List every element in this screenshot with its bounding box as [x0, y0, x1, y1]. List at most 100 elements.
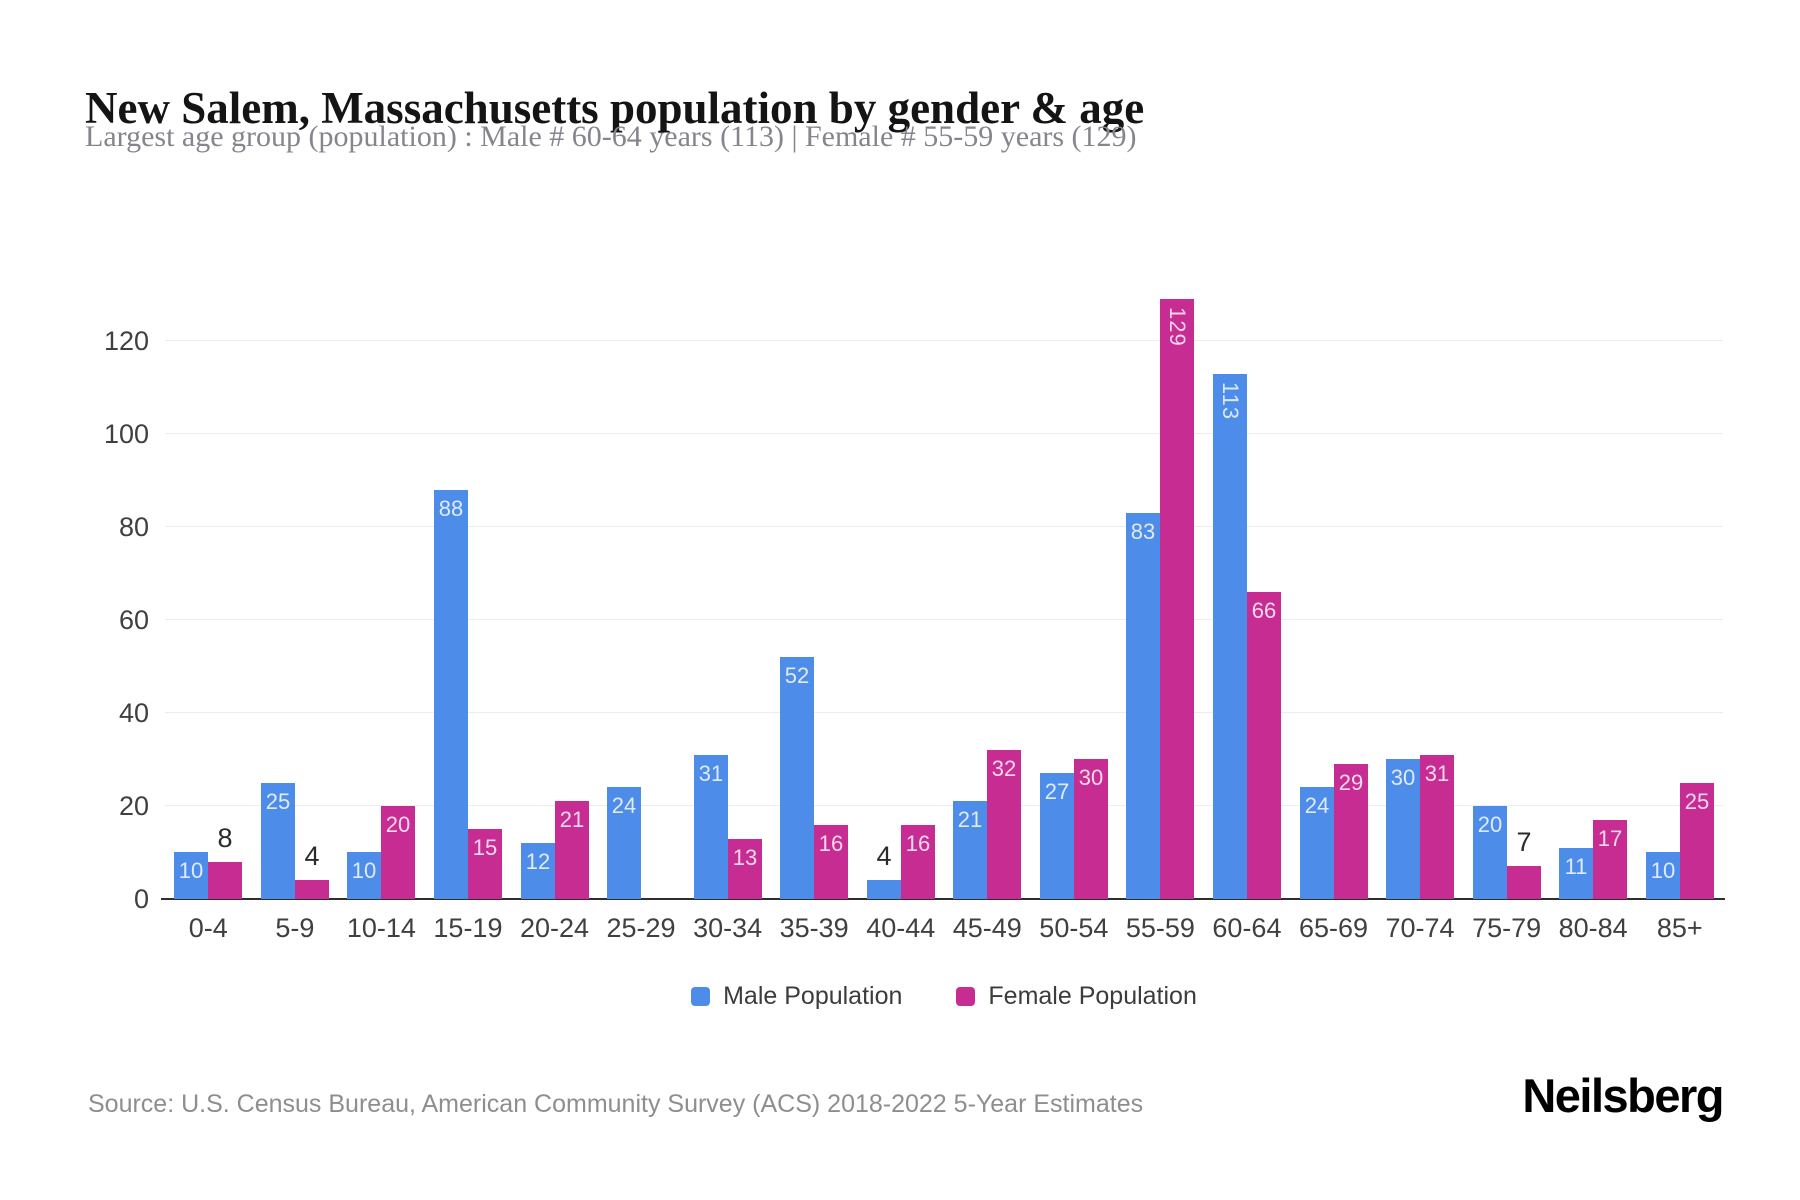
bar-male-5-9[interactable]	[261, 783, 295, 899]
bar-female-60-64[interactable]	[1247, 592, 1281, 899]
bar-value-label: 20	[1477, 812, 1503, 837]
male-series-swatch	[691, 987, 711, 1006]
bar-female-65-69[interactable]	[1334, 764, 1368, 899]
bar-value-label: 4	[304, 841, 320, 871]
bar-female-45-49[interactable]	[987, 750, 1021, 899]
bar-value-label: 20	[385, 812, 411, 837]
bar-value-label: 32	[991, 756, 1017, 781]
bar-value-label: 10	[351, 858, 377, 883]
bar-male-85plus[interactable]	[1646, 852, 1680, 899]
bar-value-label: 30	[1390, 765, 1416, 790]
gridline-40	[165, 712, 1723, 713]
bar-male-70-74[interactable]	[1386, 759, 1420, 899]
x-tick-40-44: 40-44	[866, 913, 936, 943]
bar-value-label: 7	[1516, 827, 1532, 857]
bar-value-label: 8	[217, 823, 233, 853]
x-tick-60-64: 60-64	[1212, 913, 1282, 943]
plot-area: 0 20 40 60 80 100 120 0-4 10 8 5-9 25 4 10-14 10 20 15-1…	[104, 255, 1725, 943]
bar-value-label: 30	[1078, 765, 1104, 790]
legend-item-female[interactable]: Female Population	[956, 982, 1197, 1011]
bar-male-10-14[interactable]	[347, 852, 381, 899]
bar-male-20-24[interactable]	[521, 843, 555, 899]
bar-value-label: 129	[1160, 307, 1194, 387]
bar-female-55-59[interactable]	[1160, 299, 1194, 899]
x-tick-20-24: 20-24	[519, 913, 590, 943]
bar-female-5-9[interactable]	[295, 880, 329, 899]
bar-male-35-39[interactable]	[780, 657, 814, 899]
chart-subtitle: Largest age group (population) : Male # …	[85, 120, 1137, 153]
bar-value-label: 31	[1424, 761, 1450, 786]
bar-value-label: 21	[559, 807, 585, 832]
legend-item-male[interactable]: Male Population	[691, 982, 902, 1011]
bar-value-label: 10	[1650, 858, 1676, 883]
x-tick-30-34: 30-34	[693, 913, 763, 943]
bar-value-label: 17	[1597, 826, 1623, 851]
chart-title: New Salem, Massachusetts population by g…	[85, 83, 1145, 134]
y-tick-20: 20	[118, 791, 149, 821]
bar-value-label: 4	[876, 841, 892, 871]
bar-male-40-44[interactable]	[867, 880, 901, 899]
bar-male-80-84[interactable]	[1559, 848, 1593, 899]
source-text: Source: U.S. Census Bureau, American Com…	[88, 1090, 1144, 1118]
x-axis-line	[161, 898, 1725, 900]
bar-value-label: 10	[178, 858, 204, 883]
bar-male-75-79[interactable]	[1473, 806, 1507, 899]
gridline-80	[165, 526, 1723, 527]
bar-value-label: 24	[611, 793, 637, 818]
bar-value-label: 113	[1213, 382, 1247, 462]
bar-value-label: 21	[957, 807, 983, 832]
gridline-20	[165, 805, 1723, 806]
bar-male-60-64[interactable]	[1213, 374, 1247, 899]
gridline-100	[165, 433, 1723, 434]
brand-logo: Neilsberg	[1522, 1069, 1724, 1122]
y-tick-60: 60	[118, 605, 149, 635]
bar-female-15-19[interactable]	[468, 829, 502, 899]
y-tick-100: 100	[103, 419, 149, 449]
bar-female-50-54[interactable]	[1074, 759, 1108, 899]
bar-male-55-59[interactable]	[1126, 513, 1160, 899]
bar-female-35-39[interactable]	[814, 825, 848, 899]
legend-male-label: Male Population	[723, 982, 903, 1010]
bar-value-label: 88	[438, 496, 464, 521]
bar-value-label: 25	[265, 789, 291, 814]
legend-female-label: Female Population	[988, 982, 1197, 1010]
bar-male-50-54[interactable]	[1040, 773, 1074, 899]
x-tick-50-54: 50-54	[1039, 913, 1109, 943]
bar-female-85plus[interactable]	[1680, 783, 1714, 899]
bar-female-30-34[interactable]	[728, 839, 762, 899]
bar-value-label: 66	[1251, 598, 1277, 623]
y-tick-80: 80	[118, 512, 149, 542]
bar-value-label: 16	[905, 831, 931, 856]
bar-male-65-69[interactable]	[1300, 787, 1334, 899]
bar-female-0-4[interactable]	[208, 862, 242, 899]
bar-value-label-text: 113	[1218, 382, 1243, 421]
bar-value-label: 52	[784, 663, 810, 688]
x-tick-10-14: 10-14	[346, 913, 416, 943]
bar-female-75-79[interactable]	[1507, 866, 1541, 899]
bar-value-label: 16	[818, 831, 844, 856]
x-tick-35-39: 35-39	[779, 913, 849, 943]
bar-value-label-text: 129	[1165, 307, 1190, 347]
female-series-swatch	[956, 987, 976, 1006]
bar-male-0-4[interactable]	[174, 852, 208, 899]
y-tick-120: 120	[103, 326, 149, 356]
bar-female-10-14[interactable]	[381, 806, 415, 899]
bar-value-label: 83	[1130, 519, 1156, 544]
x-tick-0-4: 0-4	[188, 913, 228, 943]
x-tick-75-79: 75-79	[1472, 913, 1542, 943]
bar-male-45-49[interactable]	[953, 801, 987, 899]
bar-female-80-84[interactable]	[1593, 820, 1627, 899]
bar-male-25-29[interactable]	[607, 787, 641, 899]
bar-male-30-34[interactable]	[694, 755, 728, 899]
bar-value-label: 25	[1684, 789, 1710, 814]
legend: Male Population Female Population	[165, 982, 1723, 1011]
x-tick-25-29: 25-29	[606, 913, 676, 943]
bar-female-40-44[interactable]	[901, 825, 935, 899]
bar-value-label: 27	[1044, 779, 1070, 804]
bar-female-20-24[interactable]	[555, 801, 589, 899]
bar-male-15-19[interactable]	[434, 490, 468, 899]
bar-value-label: 31	[698, 761, 724, 786]
bar-value-label: 24	[1304, 793, 1330, 818]
bar-female-70-74[interactable]	[1420, 755, 1454, 899]
